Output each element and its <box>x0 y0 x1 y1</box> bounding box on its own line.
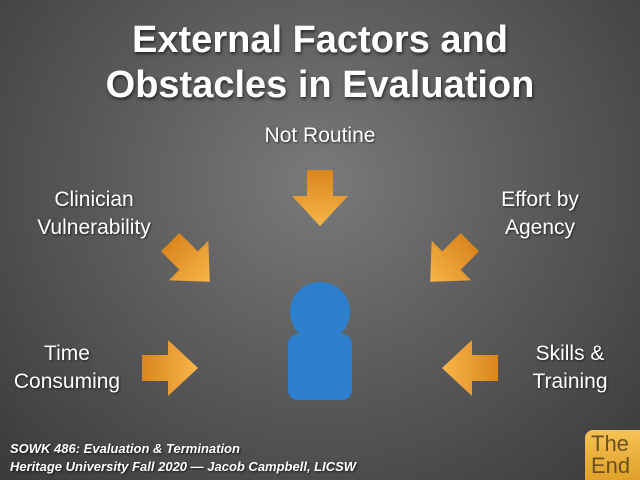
label-skills-training: Skills & Training <box>500 340 640 396</box>
label-skills-line-1: Skills & <box>535 342 605 365</box>
badge-line-1: The <box>591 431 629 456</box>
label-not-routine-text: Not Routine <box>264 124 376 147</box>
label-clinician-line-2: Vulnerability <box>37 216 151 239</box>
label-time-line-2: Consuming <box>13 370 121 393</box>
title-line-1: External Factors and <box>132 19 508 61</box>
label-time-line-1: Time <box>44 342 90 365</box>
arrow-right-icon <box>140 338 200 398</box>
label-effort-line-2: Agency <box>504 216 576 239</box>
label-time-consuming: Time Consuming <box>2 340 132 396</box>
arrow-left-icon <box>440 338 500 398</box>
label-skills-line-2: Training <box>532 370 608 393</box>
label-not-routine: Not Routine <box>220 122 420 150</box>
footer-author: Heritage University Fall 2020 — Jacob Ca… <box>10 459 357 474</box>
footer: SOWK 486: Evaluation & Termination Herit… <box>10 440 356 476</box>
label-clinician-line-1: Clinician <box>54 188 134 211</box>
footer-course: SOWK 486: Evaluation & Termination <box>10 441 240 456</box>
label-effort-by-agency: Effort by Agency <box>460 186 620 242</box>
the-end-badge: The End <box>585 430 640 480</box>
label-effort-line-1: Effort by <box>501 188 579 211</box>
arrow-down-right-icon <box>148 220 233 305</box>
badge-line-2: End <box>591 453 631 478</box>
arrow-down-icon <box>290 168 350 228</box>
label-clinician-vulnerability: Clinician Vulnerability <box>14 186 174 242</box>
person-icon <box>284 282 356 402</box>
title-line-2: Obstacles in Evaluation <box>105 64 535 106</box>
arrow-down-left-icon <box>408 220 493 305</box>
slide-title: External Factors and Obstacles in Evalua… <box>20 18 620 108</box>
